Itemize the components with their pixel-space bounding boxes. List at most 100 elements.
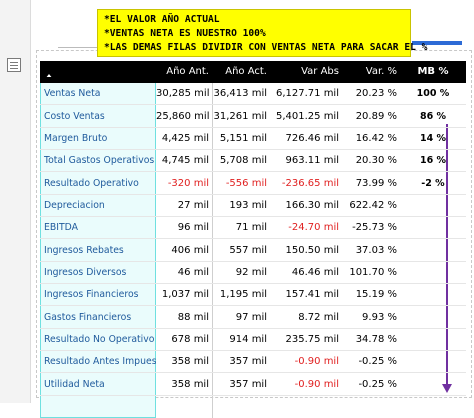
cell-name: Ingresos Financieros <box>44 289 139 301</box>
cell-name: Ingresos Rebates <box>44 244 124 256</box>
cell-prev: 406 mil <box>171 244 209 256</box>
note-line-3: *LAS DEMAS FILAS DIVIDIR CON VENTAS NETA… <box>104 42 428 53</box>
cell-curr: 557 mil <box>229 244 267 256</box>
cell-var-abs: 46.46 mil <box>291 266 339 278</box>
cell-curr: 357 mil <box>229 356 267 368</box>
cell-var-pct: -0.25 % <box>358 356 397 368</box>
cell-curr: 71 mil <box>235 222 267 234</box>
cell-prev: 4,425 mil <box>161 132 209 144</box>
cell-var-pct: 15.19 % <box>355 289 397 301</box>
cell-var-abs: 150.50 mil <box>285 244 339 256</box>
table-row[interactable]: Resultado No Operativo 678 mil 914 mil 235.… <box>40 329 466 352</box>
table-row[interactable]: Resultado Operativo -320 mil -556 mil -236.… <box>40 172 466 195</box>
cell-var-abs: 726.46 mil <box>285 132 339 144</box>
cell-curr: 5,151 mil <box>219 132 267 144</box>
cell-prev: 4,745 mil <box>161 155 209 167</box>
cell-prev: -320 mil <box>167 177 209 189</box>
cell-prev: 46 mil <box>177 266 209 278</box>
cell-var-abs: -236.65 mil <box>281 177 339 189</box>
cell-name: Ingresos Diversos <box>44 266 127 278</box>
header-mb-pct[interactable]: MB % <box>417 66 449 77</box>
cell-var-abs: 5,401.25 mil <box>275 110 339 122</box>
table-row[interactable]: Utilidad Neta 358 mil 357 mil -0.90 mil -0.2… <box>40 373 466 396</box>
visual-selection-bar <box>412 41 462 45</box>
cell-var-pct: 34.78 % <box>355 333 397 345</box>
table-row[interactable]: Ingresos Financieros 1,037 mil 1,195 mil 15… <box>40 284 466 307</box>
cell-var-abs: -0.90 mil <box>294 378 339 390</box>
cell-mb-pct: 86 % <box>419 110 447 122</box>
header-prev-year[interactable]: Año Ant. <box>166 66 209 77</box>
cell-var-pct: 37.03 % <box>355 244 397 256</box>
table-row[interactable]: Gastos Financieros 88 mil 97 mil 8.72 mil 9.… <box>40 306 466 329</box>
cell-var-abs: 6,127.71 mil <box>275 88 339 100</box>
header-curr-year[interactable]: Año Act. <box>225 66 267 77</box>
table-row[interactable]: Ingresos Diversos 46 mil 92 mil 46.46 mil 10… <box>40 262 466 285</box>
cell-var-abs: -24.70 mil <box>288 222 339 234</box>
cell-name: Resultado Antes Impuestos <box>44 356 156 368</box>
cell-var-pct: -25.73 % <box>352 222 397 234</box>
cell-curr: 193 mil <box>229 199 267 211</box>
table-row[interactable]: EBITDA 96 mil 71 mil -24.70 mil -25.73 % <box>40 217 466 240</box>
cell-name: Resultado Operativo <box>44 177 139 189</box>
pl-matrix-table: Año Ant. Año Act. Var Abs Var. % MB % Ve… <box>40 61 466 418</box>
table-row[interactable]: Total Gastos Operativos 4,745 mil 5,708 mi… <box>40 150 466 173</box>
cell-var-pct: -0.25 % <box>358 378 397 390</box>
cell-name: Resultado No Operativo <box>44 333 155 345</box>
table-row[interactable]: Resultado Antes Impuestos 358 mil 357 mil -… <box>40 351 466 374</box>
cell-curr: 357 mil <box>229 378 267 390</box>
cell-var-abs: 963.11 mil <box>285 155 339 167</box>
cell-var-pct: 73.99 % <box>355 177 397 189</box>
cell-var-pct: 16.42 % <box>355 132 397 144</box>
cell-curr: 1,195 mil <box>219 289 267 301</box>
cell-curr: 914 mil <box>229 333 267 345</box>
cell-name: Margen Bruto <box>44 132 108 144</box>
table-row[interactable]: Costo Ventas 25,860 mil 31,261 mil 5,401.25… <box>40 105 466 128</box>
table-row[interactable]: Depreciacion 27 mil 193 mil 166.30 mil 622.4… <box>40 195 466 218</box>
cell-curr: 36,413 mil <box>213 88 267 100</box>
table-row[interactable]: Margen Bruto 4,425 mil 5,151 mil 726.46 mil… <box>40 128 466 151</box>
cell-mb-pct: 100 % <box>416 88 450 100</box>
cell-prev: 25,860 mil <box>156 110 210 122</box>
cell-curr: 5,708 mil <box>219 155 267 167</box>
cell-var-pct: 101.70 % <box>349 266 397 278</box>
cell-prev: 30,285 mil <box>156 88 210 100</box>
cell-var-abs: 166.30 mil <box>285 199 339 211</box>
arrow-head <box>442 384 452 393</box>
cell-var-pct: 20.30 % <box>355 155 397 167</box>
cell-mb-pct: -2 % <box>421 177 445 189</box>
table-icon[interactable] <box>7 58 21 72</box>
cell-name: Costo Ventas <box>44 110 105 122</box>
cell-curr: 97 mil <box>235 311 267 323</box>
cell-prev: 88 mil <box>177 311 209 323</box>
cell-var-pct: 9.93 % <box>362 311 397 323</box>
note-line-1: *EL VALOR AÑO ACTUAL <box>104 14 220 25</box>
left-toolbar-strip <box>0 0 31 403</box>
header-name[interactable] <box>40 66 156 77</box>
cell-prev: 27 mil <box>177 199 209 211</box>
cell-prev: 358 mil <box>171 378 209 390</box>
header-var-pct[interactable]: Var. % <box>365 66 397 77</box>
cell-name: Utilidad Neta <box>44 378 105 390</box>
cell-prev: 358 mil <box>171 356 209 368</box>
cell-var-abs: 235.75 mil <box>285 333 339 345</box>
column-separator <box>212 82 213 418</box>
sort-up-icon[interactable] <box>45 74 53 77</box>
cell-var-abs: 157.41 mil <box>285 289 339 301</box>
cell-var-abs: -0.90 mil <box>294 356 339 368</box>
header-var-abs[interactable]: Var Abs <box>301 66 339 77</box>
cell-curr: 92 mil <box>235 266 267 278</box>
cell-var-pct: 622.42 % <box>349 199 397 211</box>
cell-name: Total Gastos Operativos <box>44 155 155 167</box>
cell-name: Gastos Financieros <box>44 311 132 323</box>
table-row[interactable]: Ingresos Rebates 406 mil 557 mil 150.50 mil… <box>40 239 466 262</box>
cell-var-pct: 20.89 % <box>355 110 397 122</box>
instruction-note: *EL VALOR AÑO ACTUAL *VENTAS NETA ES NUE… <box>97 9 428 57</box>
cell-prev: 96 mil <box>177 222 209 234</box>
note-line-2: *VENTAS NETA ES NUESTRO 100% <box>104 28 266 39</box>
table-body: Ventas Neta 30,285 mil 36,413 mil 6,127.71 … <box>40 82 466 396</box>
cell-var-pct: 20.23 % <box>355 88 397 100</box>
cell-name: Ventas Neta <box>44 88 101 100</box>
table-row[interactable]: Ventas Neta 30,285 mil 36,413 mil 6,127.71 … <box>40 83 466 106</box>
cell-var-abs: 8.72 mil <box>298 311 339 323</box>
table-header: Año Ant. Año Act. Var Abs Var. % MB % <box>40 61 466 82</box>
